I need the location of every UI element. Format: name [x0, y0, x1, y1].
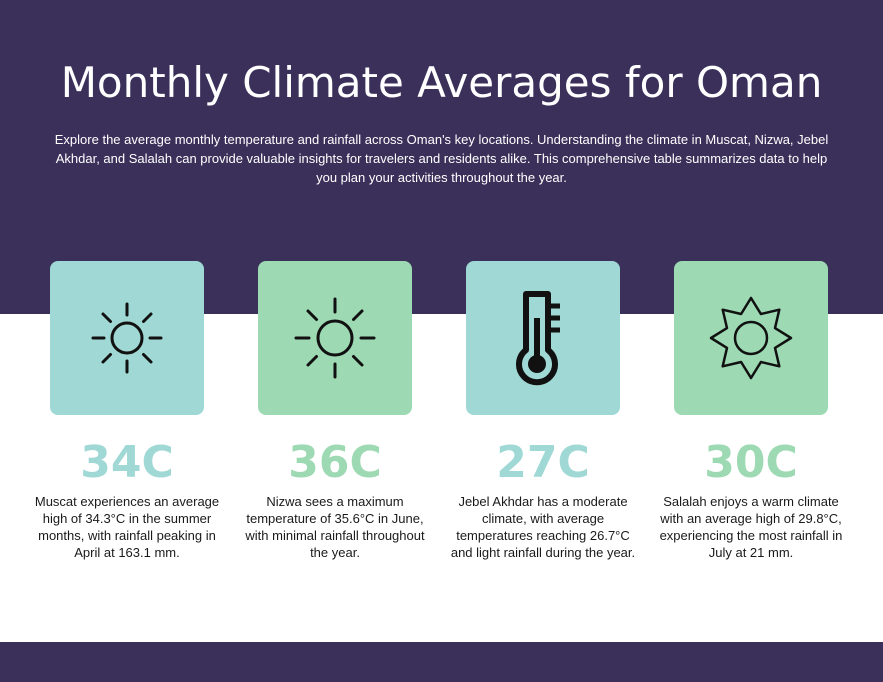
temperature-value: 36C: [288, 437, 382, 488]
icon-box: [674, 261, 828, 415]
sun-icon: [91, 302, 163, 374]
card-description: Salalah enjoys a warm climate with an av…: [659, 494, 843, 560]
intro-text: Explore the average monthly temperature …: [54, 132, 829, 185]
star-sun-icon: [709, 296, 793, 380]
card-muscat: 34C Muscat experiences an average high o…: [35, 261, 219, 560]
card-jebel-akhdar: 27C Jebel Akhdar has a moderate climate,…: [451, 261, 635, 560]
icon-box: [258, 261, 412, 415]
temperature-value: 27C: [496, 437, 590, 488]
card-description: Jebel Akhdar has a moderate climate, wit…: [450, 494, 636, 560]
sun-icon: [294, 297, 376, 379]
temperature-value: 34C: [80, 437, 174, 488]
footer-band: [0, 642, 883, 682]
icon-box: [50, 261, 204, 415]
card-description: Muscat experiences an average high of 34…: [34, 494, 220, 560]
temperature-value: 30C: [704, 437, 798, 488]
thermometer-icon: [516, 291, 560, 386]
card-description: Nizwa sees a maximum temperature of 35.6…: [245, 494, 425, 560]
card-nizwa: 36C Nizwa sees a maximum temperature of …: [245, 261, 425, 560]
page-title: Monthly Climate Averages for Oman: [60, 58, 823, 107]
card-salalah: 30C Salalah enjoys a warm climate with a…: [660, 261, 842, 560]
icon-box: [466, 261, 620, 415]
